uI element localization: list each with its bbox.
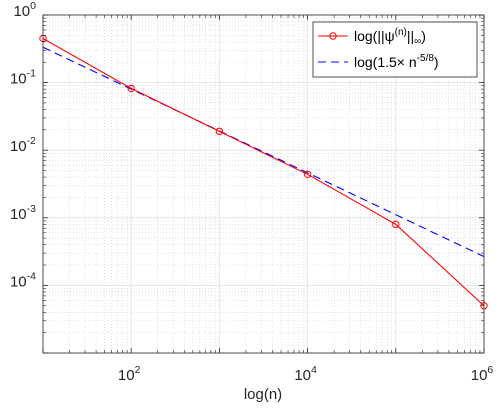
x-tick-label: 102 bbox=[118, 364, 141, 384]
legend-box bbox=[312, 21, 478, 78]
series-line bbox=[43, 37, 484, 307]
legend-marker bbox=[329, 32, 337, 40]
minor-grid bbox=[43, 15, 484, 353]
y-tick-label: 10-3 bbox=[10, 203, 36, 223]
x-tick-labels: 102 104 106 bbox=[118, 364, 493, 384]
x-tick-label: 104 bbox=[294, 364, 317, 384]
legend-label: log(1.5× n-5/8) bbox=[354, 53, 439, 70]
data-point bbox=[127, 84, 135, 93]
data-point bbox=[215, 127, 224, 136]
x-axis-label: log(n) bbox=[244, 386, 282, 403]
data-point bbox=[392, 220, 400, 229]
legend: log(||ψ(n)||∞) log(1.5× n-5/8) bbox=[312, 21, 478, 78]
y-tick-label: 10-1 bbox=[10, 68, 36, 88]
y-tick-label: 10-2 bbox=[10, 135, 36, 155]
legend-label: log(||ψ(n)||∞) bbox=[354, 27, 426, 47]
y-tick-label: 10-4 bbox=[10, 270, 36, 290]
series-line bbox=[43, 46, 484, 258]
x-tick-label: 106 bbox=[471, 364, 494, 384]
tick-marks bbox=[42, 14, 485, 354]
y-tick-labels: 100 10-1 10-2 10-3 10-4 bbox=[10, 0, 36, 290]
y-tick-label: 100 bbox=[13, 0, 36, 20]
data-point bbox=[303, 170, 312, 179]
plot-frame bbox=[42, 14, 485, 354]
